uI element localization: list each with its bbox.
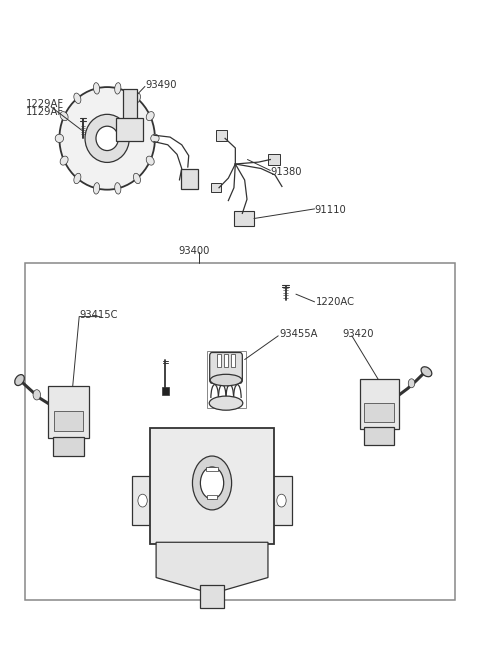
Ellipse shape bbox=[60, 87, 155, 190]
Bar bbox=[216, 354, 221, 367]
FancyBboxPatch shape bbox=[150, 428, 274, 544]
FancyBboxPatch shape bbox=[360, 379, 399, 429]
Bar bbox=[207, 351, 246, 407]
Ellipse shape bbox=[133, 93, 141, 103]
Ellipse shape bbox=[133, 174, 141, 183]
FancyBboxPatch shape bbox=[216, 130, 228, 141]
Text: 91380: 91380 bbox=[270, 167, 302, 177]
FancyBboxPatch shape bbox=[200, 585, 224, 608]
Circle shape bbox=[33, 390, 40, 400]
Bar bbox=[24, 263, 456, 600]
FancyBboxPatch shape bbox=[48, 386, 88, 438]
FancyBboxPatch shape bbox=[53, 437, 84, 456]
FancyBboxPatch shape bbox=[234, 211, 254, 226]
Ellipse shape bbox=[94, 83, 100, 94]
Circle shape bbox=[277, 494, 286, 507]
Text: 93490: 93490 bbox=[145, 80, 177, 90]
Polygon shape bbox=[206, 467, 218, 472]
Bar bbox=[162, 387, 168, 395]
Text: 93420: 93420 bbox=[343, 329, 374, 339]
Polygon shape bbox=[207, 495, 216, 499]
Ellipse shape bbox=[210, 374, 242, 386]
Text: 91110: 91110 bbox=[314, 204, 347, 215]
FancyBboxPatch shape bbox=[364, 403, 394, 422]
Text: 1220AC: 1220AC bbox=[315, 297, 355, 307]
Ellipse shape bbox=[85, 115, 129, 162]
FancyBboxPatch shape bbox=[268, 154, 280, 164]
Circle shape bbox=[138, 494, 147, 507]
Ellipse shape bbox=[146, 156, 154, 165]
Ellipse shape bbox=[55, 134, 63, 143]
Ellipse shape bbox=[209, 396, 243, 410]
Ellipse shape bbox=[115, 83, 121, 94]
FancyBboxPatch shape bbox=[132, 476, 153, 525]
Circle shape bbox=[200, 467, 224, 499]
FancyBboxPatch shape bbox=[122, 89, 137, 127]
Circle shape bbox=[192, 456, 232, 510]
Ellipse shape bbox=[60, 111, 68, 121]
Text: 1229AF: 1229AF bbox=[25, 99, 64, 109]
Text: 93415C: 93415C bbox=[79, 310, 118, 320]
Circle shape bbox=[408, 379, 415, 388]
Ellipse shape bbox=[74, 93, 81, 103]
Text: 1129AF: 1129AF bbox=[25, 107, 64, 117]
FancyBboxPatch shape bbox=[210, 352, 242, 383]
Ellipse shape bbox=[74, 174, 81, 183]
Ellipse shape bbox=[60, 156, 68, 165]
Bar bbox=[224, 354, 228, 367]
Bar bbox=[231, 354, 235, 367]
Ellipse shape bbox=[96, 126, 119, 151]
FancyBboxPatch shape bbox=[364, 427, 394, 445]
FancyBboxPatch shape bbox=[211, 183, 221, 192]
FancyBboxPatch shape bbox=[181, 168, 198, 189]
Ellipse shape bbox=[421, 367, 432, 377]
Ellipse shape bbox=[115, 183, 121, 194]
Polygon shape bbox=[156, 542, 268, 590]
Ellipse shape bbox=[15, 375, 24, 386]
Ellipse shape bbox=[146, 111, 154, 121]
FancyBboxPatch shape bbox=[116, 118, 143, 141]
Text: 93455A: 93455A bbox=[280, 329, 318, 339]
Ellipse shape bbox=[151, 134, 159, 143]
FancyBboxPatch shape bbox=[271, 476, 292, 525]
Text: 93400: 93400 bbox=[179, 246, 210, 255]
Ellipse shape bbox=[94, 183, 100, 194]
FancyBboxPatch shape bbox=[54, 411, 84, 432]
